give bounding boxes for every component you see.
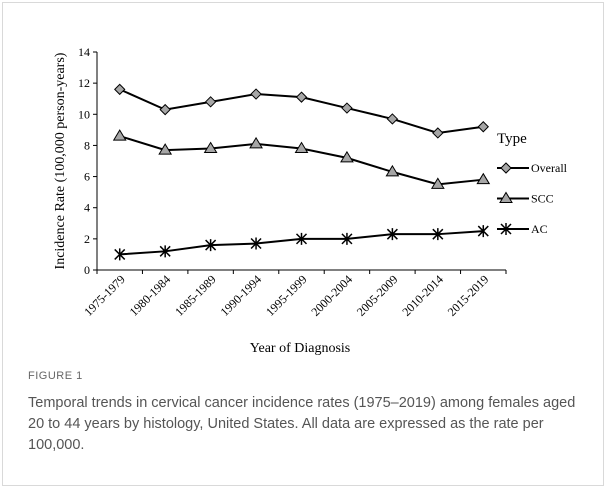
x-tick-label: 2010-2014 [399, 272, 446, 319]
x-tick-label: 2000-2004 [308, 272, 355, 319]
y-tick-label: 14 [78, 45, 90, 59]
chart: Year of Diagnosis Incidence Rate (100,00… [53, 45, 568, 356]
data-point [432, 228, 444, 241]
data-point [159, 245, 171, 258]
y-axis-label: Incidence Rate (100,000 person-years) [53, 52, 68, 269]
data-point [250, 237, 262, 250]
legend-label: AC [531, 222, 548, 236]
data-point [249, 136, 263, 149]
data-point [386, 228, 398, 241]
data-point [477, 225, 489, 238]
data-point [114, 83, 126, 96]
data-point [295, 232, 308, 245]
figure-frame [2, 2, 604, 486]
x-tick-label: 2015-2019 [445, 272, 492, 319]
data-point [203, 141, 218, 154]
data-point [430, 177, 445, 189]
data-point [476, 172, 491, 185]
caption: Temporal trends in cervical cancer incid… [28, 395, 576, 453]
data-point [385, 164, 400, 177]
y-tick-label: 2 [84, 232, 90, 246]
legend-label: Overall [531, 161, 568, 175]
data-point [294, 141, 309, 154]
data-point [114, 248, 126, 261]
legend-marker [500, 223, 512, 235]
data-point [250, 88, 262, 100]
legend-marker [499, 191, 513, 203]
data-point [340, 150, 354, 163]
legend-label: SCC [531, 192, 554, 206]
x-tick-label: 1980-1984 [127, 272, 174, 319]
data-point [159, 103, 171, 116]
data-point [204, 96, 217, 108]
legend-title: Type [497, 131, 527, 147]
x-tick-label: 2005-2009 [354, 272, 401, 319]
y-tick-label: 10 [78, 107, 90, 121]
data-point [386, 113, 399, 125]
y-tick-label: 6 [84, 170, 90, 184]
data-point [341, 102, 353, 114]
x-tick-label: 1985-1989 [172, 272, 219, 319]
x-tick-label: 1995-1999 [263, 272, 310, 319]
data-point [205, 239, 217, 252]
legend-marker [500, 162, 512, 174]
data-point [477, 121, 489, 133]
y-tick-label: 0 [84, 263, 90, 277]
data-point [432, 127, 444, 139]
y-tick-label: 12 [78, 76, 90, 90]
data-point [295, 91, 308, 103]
figure-label: FIGURE 1 [28, 370, 83, 382]
data-point [341, 232, 353, 245]
x-tick-label: 1975-1979 [81, 272, 128, 319]
y-tick-label: 4 [84, 201, 90, 215]
y-tick-label: 8 [84, 138, 90, 152]
data-point [112, 129, 127, 141]
data-point [158, 143, 173, 155]
x-axis-label: Year of Diagnosis [250, 341, 350, 356]
x-tick-label: 1990-1994 [218, 272, 265, 319]
